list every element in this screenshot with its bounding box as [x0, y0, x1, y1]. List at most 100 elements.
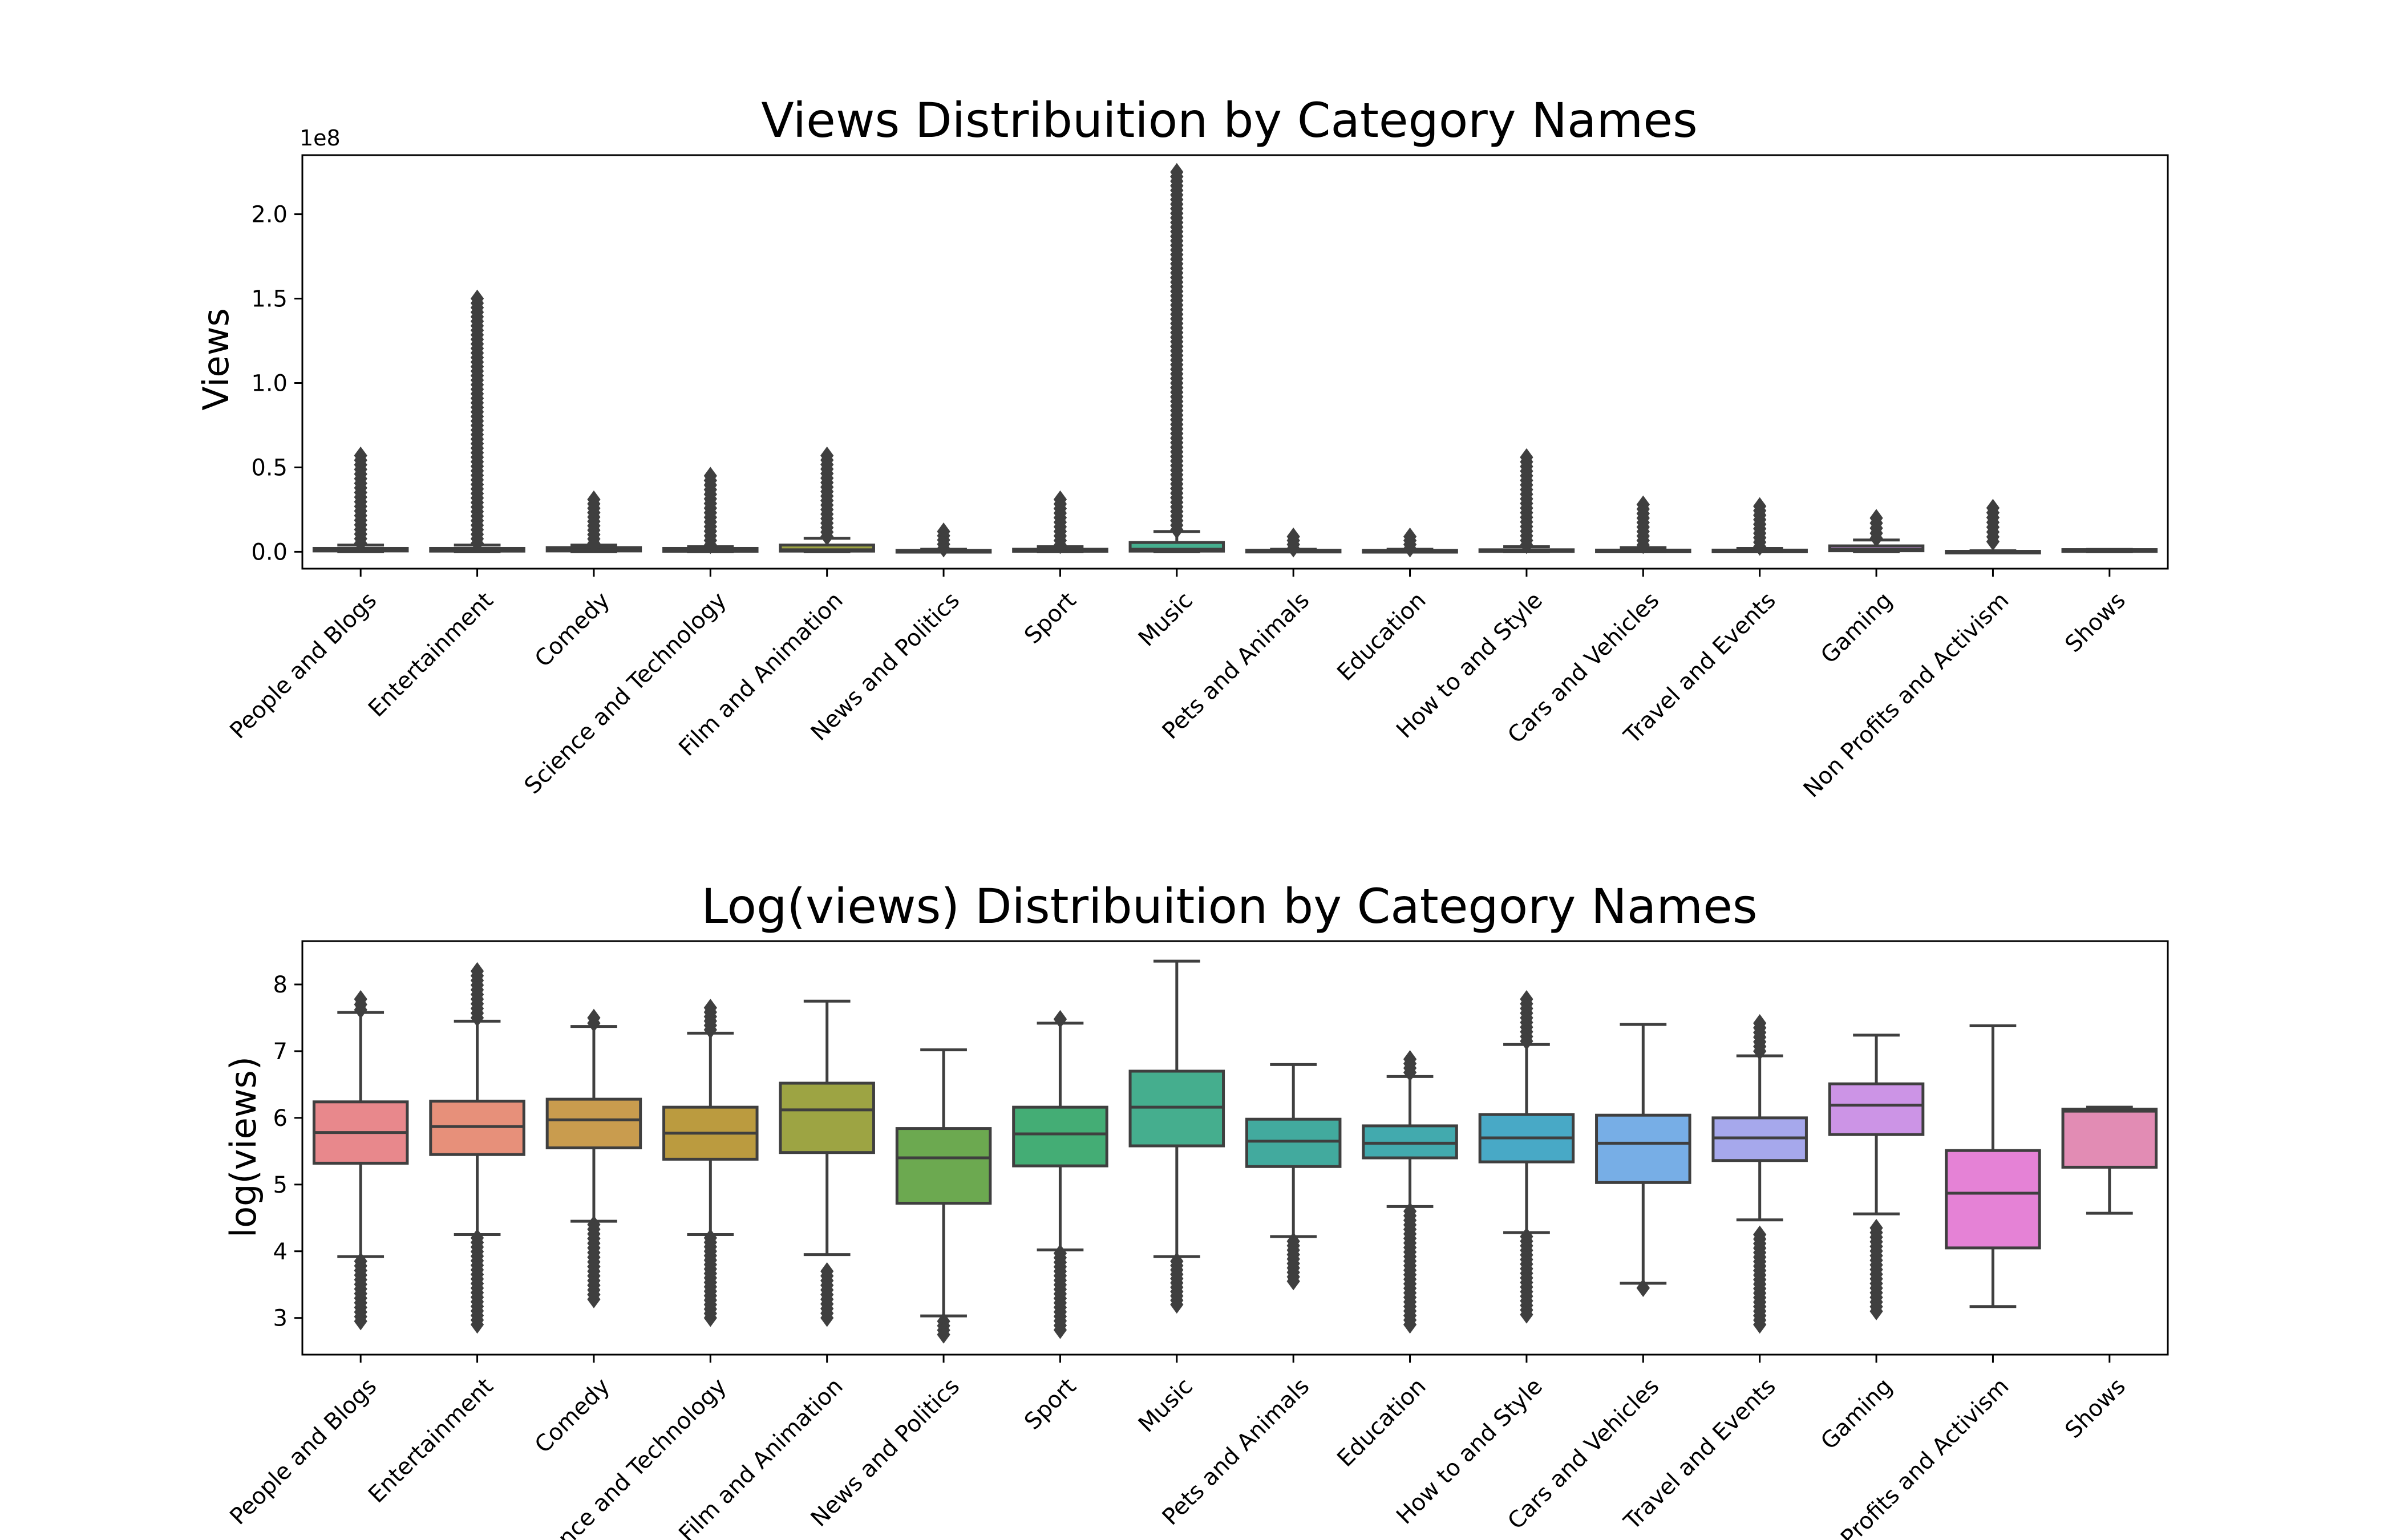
plot-frame-log-views [301, 940, 2169, 1356]
y-tick-label: 4 [273, 1239, 288, 1265]
outlier-marker [1403, 539, 1417, 558]
box-shows [2061, 1105, 2158, 1215]
y-tick-label: 1.5 [251, 286, 288, 313]
chart-title-log-views: Log(views) Distribuition by Category Nam… [701, 878, 1757, 934]
outlier-marker [1286, 539, 1300, 558]
box-iqr [1012, 1105, 1108, 1168]
box-education [1362, 1050, 1458, 1334]
box-people-and-blogs [312, 446, 409, 553]
box-iqr [779, 1081, 875, 1154]
outlier-marker [1520, 1305, 1533, 1324]
y-tick-label: 0.0 [251, 539, 288, 565]
box-non-profits-and-activism [1945, 499, 2041, 555]
box-sport [1012, 1010, 1108, 1339]
box-pets-and-animals [1245, 1063, 1342, 1291]
outlier-marker [470, 534, 484, 553]
outlier-marker [1869, 529, 1883, 548]
box-news-and-politics [895, 522, 992, 558]
box-how-to-and-style [1478, 448, 1575, 554]
box-iqr [1828, 1082, 1925, 1136]
box-how-to-and-style [1478, 990, 1575, 1324]
outlier-marker [1986, 532, 2000, 551]
box-news-and-politics [895, 1048, 992, 1344]
box-film-and-animation [779, 999, 875, 1327]
box-entertainment [429, 289, 525, 553]
outlier-marker [703, 1020, 717, 1039]
box-cars-and-vehicles [1595, 1023, 1691, 1297]
plot-frame-views [301, 154, 2169, 570]
y-axis-label-log-views: log(views) [222, 1056, 264, 1238]
outlier-marker [1286, 1272, 1300, 1291]
box-cars-and-vehicles [1595, 495, 1691, 554]
outlier-marker [470, 1315, 484, 1334]
box-entertainment [429, 962, 525, 1334]
outlier-marker [354, 1312, 367, 1331]
outlier-marker [1753, 1315, 1767, 1334]
outlier-marker [1053, 1320, 1067, 1339]
box-gaming [1828, 1034, 1925, 1320]
outlier-marker [820, 1308, 834, 1327]
y-axis-ticks-log-views: 3 4 5 6 7 8 [273, 972, 302, 1332]
outlier-marker [703, 1308, 717, 1327]
box-pets-and-animals [1245, 527, 1342, 558]
outlier-marker [937, 1326, 950, 1344]
y-axis-label-views: Views [195, 308, 237, 410]
outlier-marker [354, 534, 367, 553]
box-iqr [1945, 1149, 2041, 1250]
outlier-marker [587, 1290, 601, 1308]
outlier-marker [1403, 1063, 1417, 1082]
y-tick-label: 7 [273, 1039, 288, 1065]
outlier-marker [1636, 536, 1650, 554]
y-tick-label: 1.0 [251, 370, 288, 396]
outlier-marker [1869, 1302, 1883, 1320]
outlier-marker [703, 536, 717, 554]
outlier-marker [1053, 1010, 1067, 1028]
box-non-profits-and-activism [1945, 1024, 2041, 1308]
box-iqr [895, 1127, 992, 1205]
box-comedy [545, 490, 642, 553]
y-axis-offset-label: 1e8 [300, 125, 341, 151]
box-people-and-blogs [312, 990, 409, 1331]
box-iqr [2061, 1108, 2158, 1169]
box-gaming [1828, 509, 1925, 553]
box-comedy [545, 1008, 642, 1308]
box-education [1362, 527, 1458, 558]
outlier-marker [1170, 521, 1184, 539]
box-iqr [1595, 1113, 1691, 1184]
box-film-and-animation [779, 446, 875, 553]
box-shows [2061, 548, 2158, 553]
outlier-marker [587, 534, 601, 553]
outlier-marker [820, 527, 834, 546]
outlier-marker [470, 1008, 484, 1027]
box-sport [1012, 490, 1108, 554]
y-tick-label: 0.5 [251, 455, 288, 481]
chart-title-views: Views Distribuition by Category Names [761, 92, 1698, 148]
box-science-and-technology [662, 999, 759, 1327]
outlier-marker [1403, 1315, 1417, 1334]
box-music [1128, 959, 1225, 1314]
outlier-marker [1636, 1279, 1650, 1297]
y-tick-label: 3 [273, 1306, 288, 1332]
outlier-marker [354, 1000, 367, 1019]
outlier-marker [587, 1014, 601, 1032]
box-travel-and-events [1711, 497, 1808, 556]
outlier-marker [937, 539, 950, 558]
box-travel-and-events [1711, 1014, 1808, 1334]
box-music [1128, 163, 1225, 553]
outlier-marker [1520, 1032, 1533, 1051]
outlier-marker [1753, 537, 1767, 556]
box-science-and-technology [662, 467, 759, 554]
box-series-views [312, 163, 2158, 558]
box-iqr [545, 1097, 642, 1149]
y-tick-label: 8 [273, 972, 288, 998]
outlier-marker [1053, 536, 1067, 554]
y-tick-label: 2.0 [251, 202, 288, 228]
outlier-marker [1753, 1042, 1767, 1060]
box-iqr [1245, 1117, 1342, 1168]
y-tick-label: 6 [273, 1105, 288, 1132]
box-series-log-views [312, 959, 2158, 1344]
y-tick-label: 5 [273, 1172, 288, 1198]
outlier-marker [1170, 1295, 1184, 1314]
